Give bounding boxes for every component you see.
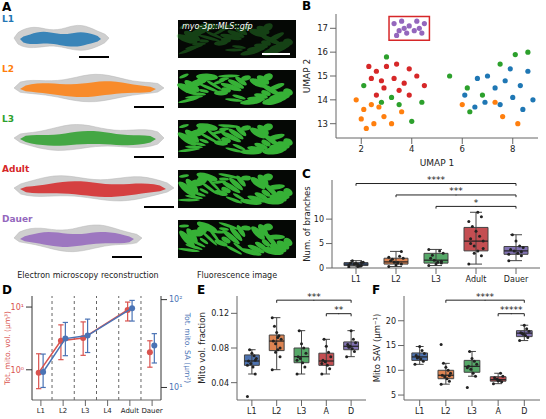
svg-text:Mito vol. fraction: Mito vol. fraction: [197, 312, 207, 384]
svg-text:D: D: [348, 407, 354, 416]
svg-text:L1: L1: [2, 14, 14, 24]
svg-text:L3: L3: [431, 275, 441, 284]
svg-text:6: 6: [460, 144, 465, 154]
svg-text:Fluorescence image: Fluorescence image: [197, 271, 277, 280]
svg-text:A: A: [324, 407, 330, 416]
svg-text:4: 4: [409, 144, 414, 154]
svg-text:16: 16: [317, 47, 328, 57]
svg-text:L1: L1: [351, 275, 361, 284]
html-text:D: D: [2, 283, 12, 297]
html-text:E: E: [197, 283, 206, 297]
svg-text:L2: L2: [2, 64, 14, 74]
svg-text:L1: L1: [247, 407, 257, 416]
svg-text:***: ***: [449, 186, 463, 196]
svg-text:L1: L1: [37, 407, 45, 415]
svg-text:20: 20: [386, 317, 396, 326]
svg-text:myo-3p::MLS::gfp: myo-3p::MLS::gfp: [182, 22, 253, 31]
svg-text:L4: L4: [103, 407, 112, 415]
svg-text:L3: L3: [2, 114, 14, 124]
svg-text:****: ****: [476, 292, 495, 302]
svg-text:L2: L2: [391, 275, 401, 284]
svg-text:****: ****: [427, 175, 446, 185]
svg-text:10²: 10²: [169, 295, 182, 304]
svg-text:Dauer: Dauer: [504, 275, 529, 284]
svg-text:L3: L3: [81, 407, 89, 415]
svg-text:Electron microscopy reconstruc: Electron microscopy reconstruction: [17, 271, 158, 280]
svg-text:*****: *****: [500, 305, 523, 315]
svg-text:L2: L2: [272, 407, 282, 416]
svg-text:10¹: 10¹: [169, 383, 182, 392]
svg-text:L2: L2: [441, 407, 451, 416]
svg-text:Num. of branches: Num. of branches: [302, 186, 312, 262]
svg-text:8: 8: [510, 144, 515, 154]
svg-text:Adult: Adult: [121, 407, 139, 415]
svg-text:Dauer: Dauer: [141, 407, 162, 415]
svg-text:UMAP 2: UMAP 2: [302, 59, 312, 94]
svg-text:0: 0: [319, 264, 324, 273]
svg-text:0.12: 0.12: [211, 309, 229, 318]
svg-text:10⁰: 10⁰: [11, 366, 24, 375]
svg-text:2: 2: [359, 144, 364, 154]
svg-text:Tot. mito. vol. (μm³): Tot. mito. vol. (μm³): [3, 311, 12, 386]
svg-text:**: **: [334, 305, 344, 315]
svg-text:L1: L1: [415, 407, 425, 416]
svg-text:5: 5: [319, 239, 324, 248]
svg-text:15: 15: [317, 71, 328, 81]
svg-text:D: D: [521, 407, 527, 416]
svg-text:*: *: [474, 198, 479, 208]
svg-text:14: 14: [317, 95, 328, 105]
svg-text:L3: L3: [467, 407, 477, 416]
svg-text:10: 10: [386, 366, 396, 375]
svg-text:17: 17: [317, 23, 328, 33]
svg-text:15: 15: [386, 341, 396, 350]
svg-text:UMAP 1: UMAP 1: [420, 158, 455, 168]
svg-text:Tot. mito. SA (μm²): Tot. mito. SA (μm²): [183, 312, 192, 384]
html-text:B: B: [302, 0, 312, 13]
svg-text:Adult: Adult: [2, 164, 30, 174]
svg-text:Dauer: Dauer: [2, 214, 33, 224]
svg-text:10: 10: [314, 215, 324, 224]
svg-text:A: A: [495, 407, 501, 416]
svg-text:L2: L2: [59, 407, 67, 415]
svg-text:13: 13: [317, 119, 328, 129]
svg-text:0.08: 0.08: [211, 344, 229, 353]
html-text:F: F: [372, 283, 381, 297]
svg-text:L3: L3: [297, 407, 307, 416]
svg-text:Mito SAV (μm⁻¹): Mito SAV (μm⁻¹): [372, 314, 382, 383]
svg-text:0.04: 0.04: [211, 379, 229, 388]
svg-text:Adult: Adult: [466, 275, 487, 284]
svg-text:***: ***: [307, 292, 321, 302]
svg-text:10¹: 10¹: [11, 303, 24, 312]
svg-text:5: 5: [391, 391, 396, 400]
svg-text:A: A: [2, 0, 12, 14]
html-text:C: C: [302, 167, 311, 181]
